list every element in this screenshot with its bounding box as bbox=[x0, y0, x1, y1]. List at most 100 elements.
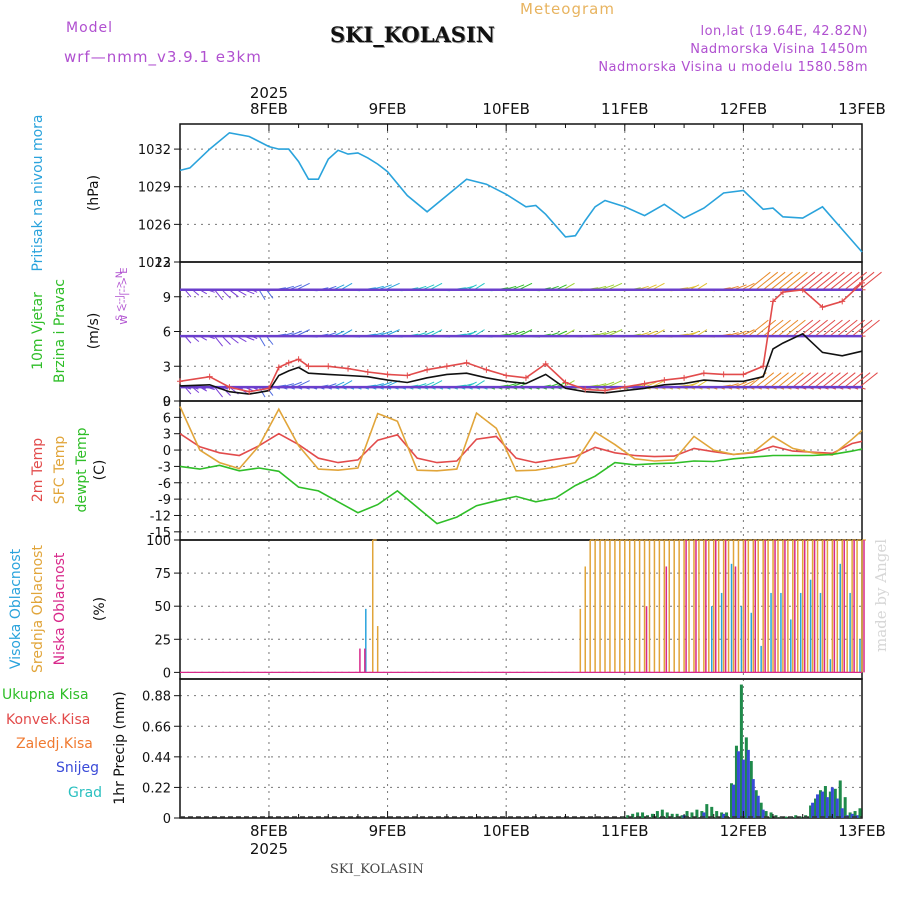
top-date-label: 11FEB bbox=[601, 100, 648, 118]
gust-marker bbox=[305, 363, 312, 370]
wind-barb bbox=[785, 271, 808, 291]
wind-barb bbox=[836, 271, 860, 291]
wind-barb bbox=[755, 372, 775, 388]
bottom-date-label: 8FEB bbox=[250, 822, 288, 840]
precip-bar bbox=[843, 797, 847, 818]
precip-bar bbox=[734, 745, 738, 818]
bottom-date-label: 13FEB bbox=[838, 822, 885, 840]
y-tick-label: 0 bbox=[163, 666, 171, 681]
wind-barb bbox=[777, 271, 801, 291]
wind-barb bbox=[258, 289, 266, 301]
panel-frame bbox=[179, 678, 863, 819]
precip-bar bbox=[818, 790, 822, 818]
y-tick-label: 100 bbox=[146, 534, 171, 549]
top-date-label: 8FEB bbox=[250, 100, 288, 118]
y-tick-label: 6 bbox=[163, 411, 171, 426]
bottom-year-label: 2025 bbox=[250, 840, 288, 858]
gust-marker bbox=[325, 363, 332, 370]
precip-bar bbox=[739, 684, 743, 818]
y-tick-label: 0 bbox=[163, 395, 171, 410]
pressure-label: Pritisak na nivou mora bbox=[30, 114, 46, 271]
precip-bar bbox=[650, 813, 654, 818]
gust-marker bbox=[483, 366, 490, 373]
legend-zaledj: Zaledj.Kisa bbox=[16, 736, 93, 752]
wind-compass-2: S <--|--> N bbox=[115, 271, 125, 320]
wind-barb bbox=[807, 319, 828, 337]
model-label: Model bbox=[66, 20, 114, 36]
wind-barb bbox=[814, 319, 836, 337]
wind-barb bbox=[755, 319, 777, 337]
bottom-date-label: 9FEB bbox=[369, 822, 407, 840]
precip-bar bbox=[838, 780, 842, 818]
precip-bar bbox=[828, 791, 832, 818]
precip-bar bbox=[741, 759, 745, 818]
wind-barb bbox=[785, 319, 806, 337]
wind-barb bbox=[829, 271, 853, 291]
precip-bar bbox=[754, 790, 758, 818]
precip-bar bbox=[685, 811, 689, 818]
y-tick-label: 3 bbox=[163, 360, 171, 375]
gust-marker bbox=[443, 363, 450, 370]
wind-barb bbox=[214, 289, 223, 301]
wind-barb bbox=[748, 271, 771, 291]
wind-barb bbox=[814, 372, 834, 388]
gust-marker bbox=[700, 370, 707, 377]
wind-barb bbox=[777, 372, 797, 388]
precip-bar bbox=[705, 804, 709, 818]
top-date-label: 13FEB bbox=[838, 100, 885, 118]
y-tick-label: 9 bbox=[163, 395, 171, 410]
gust-marker bbox=[265, 385, 272, 392]
precip-bar bbox=[840, 808, 844, 818]
top-year-label: 2025 bbox=[250, 84, 288, 102]
cloud-label-high: Visoka Oblacnost bbox=[8, 548, 24, 669]
precip-bar bbox=[690, 812, 694, 818]
legend-ukupna: Ukupna Kisa bbox=[2, 687, 89, 703]
wind-barb bbox=[770, 372, 789, 388]
y-tick-label: 1026 bbox=[138, 218, 171, 233]
y-tick-label: 0 bbox=[163, 812, 171, 827]
y-tick-label: 0 bbox=[163, 444, 171, 459]
gust-marker bbox=[760, 363, 767, 370]
model-elevation-info: Nadmorska Visina u modelu 1580.58m bbox=[598, 60, 868, 75]
series-line-2m-temp bbox=[179, 432, 863, 464]
bottom-date-label: 10FEB bbox=[482, 822, 529, 840]
credit-watermark: made by Angel bbox=[872, 538, 890, 652]
gust-marker bbox=[779, 289, 786, 296]
precip-bar bbox=[675, 813, 679, 818]
precip-bar bbox=[749, 761, 753, 818]
wind-barb bbox=[258, 335, 266, 347]
y-tick-label: 1029 bbox=[138, 181, 171, 196]
precip-bar bbox=[751, 779, 755, 818]
panel-frame bbox=[179, 539, 863, 680]
precip-bar bbox=[702, 812, 706, 818]
wind-barb bbox=[844, 271, 868, 291]
wind-barb bbox=[799, 319, 821, 337]
precip-bar bbox=[811, 802, 815, 818]
y-tick-label: 3 bbox=[163, 428, 171, 443]
precip-bar bbox=[626, 815, 630, 818]
precip-bar bbox=[730, 783, 734, 818]
precip-bar bbox=[764, 811, 768, 818]
gust-marker bbox=[345, 365, 352, 372]
wind-barb bbox=[859, 319, 880, 337]
precip-bar bbox=[722, 813, 726, 818]
y-tick-label: 12 bbox=[154, 256, 171, 271]
precip-bar bbox=[809, 805, 813, 818]
panel-frame bbox=[179, 261, 863, 402]
gust-marker bbox=[463, 359, 470, 366]
gust-marker bbox=[799, 286, 806, 293]
pressure-unit: (hPa) bbox=[86, 175, 102, 211]
wind-barb bbox=[221, 289, 231, 299]
gust-marker bbox=[720, 371, 727, 378]
series-line-pritisak bbox=[179, 131, 863, 253]
precip-bar bbox=[736, 751, 740, 818]
wind-barb bbox=[755, 271, 779, 291]
gust-marker bbox=[839, 298, 846, 305]
y-tick-label: 0.66 bbox=[142, 720, 171, 735]
wind-barb bbox=[762, 372, 782, 388]
wind-barb bbox=[851, 271, 875, 291]
wind-barb bbox=[829, 319, 851, 337]
precip-bar bbox=[641, 812, 645, 818]
precip-bar bbox=[744, 737, 748, 818]
